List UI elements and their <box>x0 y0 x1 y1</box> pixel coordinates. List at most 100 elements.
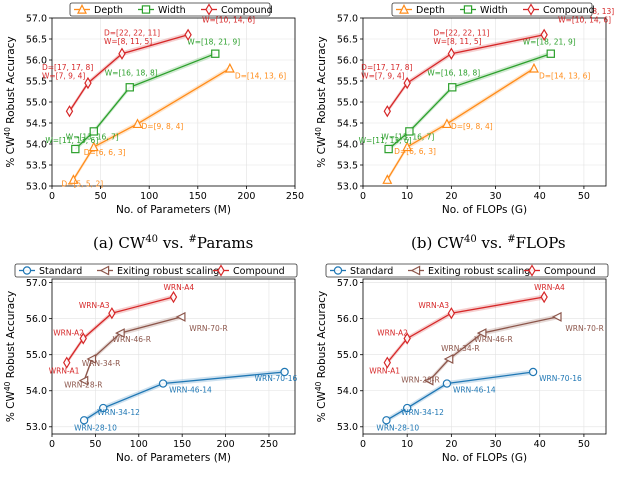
x-tick-label: 150 <box>173 439 191 450</box>
data-point-label-line: W=[8, 11, 5] <box>104 37 152 46</box>
data-point-label-line: W=[11, 13, 6] <box>359 136 412 145</box>
data-point-label-line: W=[13, 16, 7] <box>381 132 434 141</box>
caption-part: vs. <box>158 234 188 252</box>
y-tick-label: 54.0 <box>26 139 47 150</box>
series-depth: D=[5, 5, 2] D=[6, 6, 3] D=[9, 8, 4] D=[14, … <box>61 62 286 189</box>
legend: Depth Width Compound <box>69 2 273 17</box>
legend-marker <box>410 265 421 276</box>
data-point-label-line: W=[7, 9, 4] <box>42 72 85 81</box>
data-point-label-line: WRN-34-R <box>441 344 479 353</box>
data-point-marker <box>71 144 80 154</box>
data-point-label-line: WRN-46-14 <box>453 386 496 395</box>
x-tick-label: 0 <box>49 191 55 202</box>
legend-label: Compound <box>233 266 285 277</box>
plot-frame <box>51 278 296 435</box>
x-tick-label: 200 <box>237 191 255 202</box>
data-point-marker <box>546 49 555 58</box>
data-point-label: D=[22, 22, 11] W=[8, 11, 5] <box>104 29 160 47</box>
series-band <box>75 51 216 152</box>
y-axis-label: % CW40 Robust Accuracy <box>314 291 328 422</box>
series-width: W=[11, 13, 6]W=[13, 16, 7] W=[16, 18, 8] W… <box>45 38 240 154</box>
data-point-label-line: D=[22, 22, 11] <box>104 29 160 38</box>
x-tick-label: 0 <box>49 439 55 450</box>
legend-box <box>391 2 593 17</box>
series-exiting-robust-scaling: WRN-28-R WRN-34-R WRN-46-R WRN-70-R <box>64 311 228 390</box>
y-tick-label: 55.5 <box>337 76 358 87</box>
data-point-label: WRN-46-14 <box>169 386 212 395</box>
legend-marker <box>527 3 535 16</box>
legend-marker <box>333 266 343 275</box>
data-point-label-line: D=[17, 17, 8] <box>361 63 412 72</box>
y-axis-label-prefix: % CW <box>5 136 17 168</box>
data-point-label-line: W=[10, 14, 6] <box>558 15 611 24</box>
data-point-marker <box>403 332 411 345</box>
series-width: W=[11, 13, 6]W=[13, 16, 7] W=[16, 18, 8] W… <box>359 38 576 154</box>
data-point-marker <box>529 62 539 73</box>
data-point-label-line: WRN-70-16 <box>255 374 298 383</box>
data-point-label-line: WRN-34-12 <box>97 408 140 417</box>
data-point-marker <box>125 83 134 92</box>
data-point-label-line: WRN-70-R <box>189 324 227 333</box>
data-point-label-line: D=[22, 22, 11] <box>433 29 489 38</box>
legend-label: Exiting robust scaling <box>117 266 219 277</box>
data-point-label-line: WRN-A3 <box>418 301 449 310</box>
y-axis-label-superscript: 40 <box>314 127 323 137</box>
data-point-label: W=[16, 18, 8] <box>105 68 158 77</box>
data-point-marker <box>79 416 89 425</box>
legend-box <box>14 263 298 278</box>
x-tick-label: 150 <box>189 191 207 202</box>
data-point-label: WRN-70-R <box>189 324 227 333</box>
series-line <box>386 67 535 181</box>
series-band <box>66 294 174 366</box>
data-point-label: D=[6, 6, 3] <box>84 148 126 157</box>
series-line <box>83 316 182 381</box>
data-point-label: WRN-46-R <box>113 335 151 344</box>
data-point-label-line: D=[6, 6, 3] <box>394 147 436 156</box>
data-point-label: D=[22, 22, 11] W=[8, 11, 5] <box>433 29 489 47</box>
series-line <box>74 53 216 150</box>
data-point-label: WRN-28-10 <box>74 423 117 432</box>
y-axis-label: % CW40 Robust Accuracy <box>3 291 17 422</box>
x-tick-label: 200 <box>217 439 235 450</box>
data-point-label: WRN-70-16 <box>539 374 582 383</box>
data-point-label: WRN-A1 <box>369 367 400 376</box>
data-point-marker <box>447 307 456 320</box>
data-point-label-line: WRN-28-10 <box>376 423 419 432</box>
data-point-marker <box>540 290 548 304</box>
x-tick-label: 50 <box>578 439 590 450</box>
y-tick-label: 53.0 <box>337 181 358 192</box>
data-point-label-line: WRN-46-R <box>113 335 151 344</box>
data-point-label-line: D=[14, 13, 6] <box>539 71 590 80</box>
data-point-marker <box>224 62 235 73</box>
legend-label: Standard <box>350 266 393 277</box>
caption-part: 40 <box>145 234 158 245</box>
data-point-label-line: WRN-A4 <box>534 283 565 292</box>
data-point-label: WRN-A4 <box>534 283 565 292</box>
data-point-label-line: W=[13, 16, 7] <box>66 132 119 141</box>
caption-part: 40 <box>464 234 477 245</box>
data-point-label-line: W=[11, 13, 6] <box>45 136 98 145</box>
data-point-label-line: D=[6, 6, 3] <box>84 148 126 157</box>
y-axis-label-suffix: Robust Accuracy <box>5 36 17 127</box>
data-point-label: WRN-28-R <box>401 376 439 385</box>
data-point-label: D=[17, 17, 8] W=[7, 9, 4] <box>361 63 412 81</box>
series-line <box>66 296 174 363</box>
legend-box <box>69 2 271 17</box>
data-point-label: W=[13, 16, 7] <box>381 132 434 141</box>
figure-caption: (a) CW40 vs. #Params <box>93 234 253 252</box>
x-tick-label: 50 <box>578 191 590 202</box>
x-tick-label: 10 <box>401 439 413 450</box>
legend-label: Exiting robust scaling <box>428 266 530 277</box>
data-point-marker <box>280 367 289 377</box>
legend-label: Width <box>158 5 186 16</box>
y-tick-label: 53.0 <box>26 181 47 192</box>
chart-panel-top-left: 0 50 100 150 200 250 53.0 53.5 54.0 54.5 55.0 55.5 5… <box>3 2 304 216</box>
data-point-label: W=[18, 21, 9] <box>523 38 576 47</box>
y-tick-label: 56.5 <box>26 34 47 45</box>
data-point-label-line: WRN-28-R <box>401 376 439 385</box>
y-tick-label: 55.5 <box>26 76 47 87</box>
data-point-marker <box>441 118 452 129</box>
data-point-marker <box>405 127 414 136</box>
x-tick-label: 50 <box>95 191 107 202</box>
